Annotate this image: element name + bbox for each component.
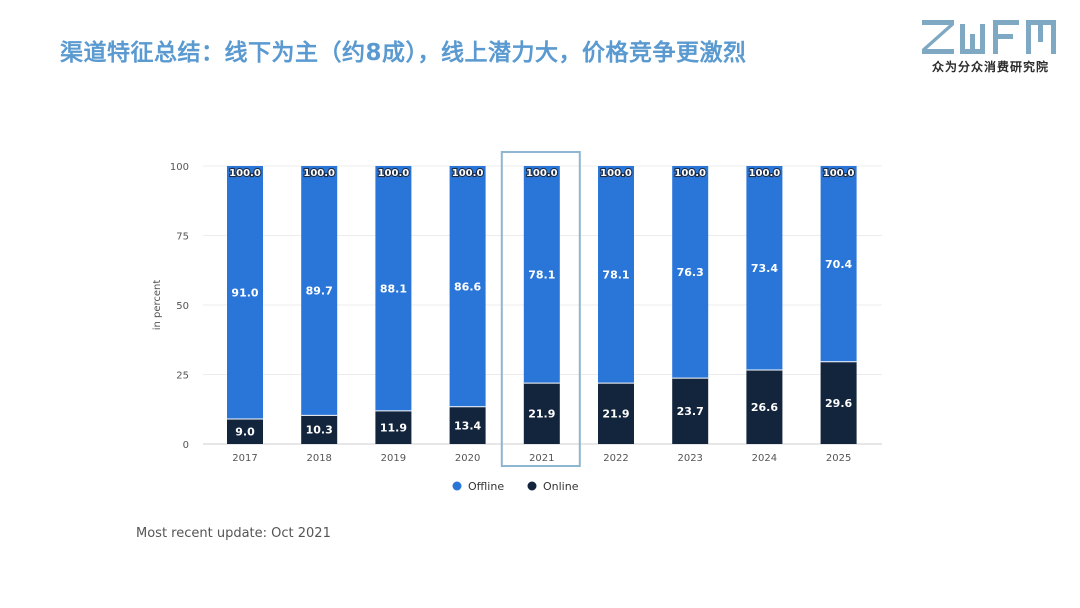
legend-marker-offline (452, 481, 462, 491)
data-label-total: 100.0 (452, 168, 484, 179)
y-tick-label: 100 (170, 162, 189, 173)
data-label-total: 100.0 (303, 168, 335, 179)
bar-offline (227, 166, 263, 419)
bar-offline (301, 166, 338, 416)
bar-online (523, 383, 560, 444)
data-label-offline: 76.3 (677, 266, 704, 279)
highlight-box-2021 (500, 151, 581, 467)
legend-label-online: Online (543, 480, 579, 493)
bar-online (301, 415, 338, 444)
y-axis-title: in percent (152, 280, 163, 331)
data-label-offline: 73.4 (751, 262, 778, 275)
bar-online (672, 378, 709, 444)
data-label-online: 11.9 (380, 421, 407, 434)
x-tick-label: 2020 (455, 453, 480, 464)
data-label-online: 21.9 (528, 408, 555, 421)
x-tick-label: 2022 (603, 453, 628, 464)
logo-subtitle: 众为分众消费研究院 (931, 60, 1049, 74)
x-tick-label: 2017 (232, 453, 257, 464)
data-label-online: 29.6 (825, 397, 852, 410)
x-tick-label: 2024 (752, 453, 777, 464)
bar-offline (523, 166, 560, 384)
y-tick-label: 25 (176, 371, 189, 382)
y-tick-label: 0 (183, 440, 189, 451)
data-label-total: 100.0 (526, 168, 558, 179)
slide-title: 渠道特征总结：线下为主（约8成），线上潜力大，价格竞争更激烈 (60, 40, 747, 66)
bar-offline (449, 166, 486, 407)
data-label-online: 21.9 (602, 408, 629, 421)
legend-label-offline: Offline (468, 480, 504, 493)
data-label-offline: 91.0 (231, 286, 258, 299)
bar-online (227, 418, 263, 444)
bar-offline (598, 166, 634, 384)
zwfm-logo-mark (922, 20, 1056, 54)
data-label-online: 10.3 (306, 424, 333, 437)
data-label-offline: 86.6 (454, 280, 481, 293)
data-label-offline: 78.1 (528, 269, 555, 282)
data-label-online: 9.0 (235, 425, 255, 438)
brand-logo: 众为分众消费研究院 (918, 16, 1066, 80)
y-tick-label: 75 (176, 232, 189, 243)
bar-online (598, 383, 634, 444)
x-tick-label: 2019 (381, 453, 406, 464)
data-label-offline: 70.4 (825, 258, 852, 271)
x-tick-label: 2021 (529, 453, 554, 464)
bar-online (746, 370, 783, 444)
data-label-total: 100.0 (674, 168, 706, 179)
bar-offline (672, 166, 709, 379)
data-label-offline: 89.7 (306, 285, 333, 298)
update-footnote: Most recent update: Oct 2021 (136, 526, 331, 541)
data-label-offline: 88.1 (380, 282, 407, 295)
x-tick-label: 2023 (677, 453, 702, 464)
data-label-online: 26.6 (751, 401, 778, 414)
data-label-total: 100.0 (378, 168, 410, 179)
bar-online (375, 410, 412, 444)
x-tick-label: 2018 (306, 453, 331, 464)
bar-offline (820, 166, 857, 362)
y-tick-label: 50 (176, 301, 189, 312)
legend-marker-online (527, 481, 537, 491)
bar-online (449, 406, 486, 444)
data-label-offline: 78.1 (602, 269, 629, 282)
data-label-total: 100.0 (749, 168, 781, 179)
data-label-total: 100.0 (823, 168, 855, 179)
bar-offline (746, 166, 783, 371)
bar-online (820, 361, 857, 444)
bar-offline (375, 166, 412, 411)
data-label-total: 100.0 (229, 168, 261, 179)
data-label-total: 100.0 (600, 168, 632, 179)
data-label-online: 23.7 (677, 405, 704, 418)
data-label-online: 13.4 (454, 419, 481, 432)
x-tick-label: 2025 (826, 453, 851, 464)
